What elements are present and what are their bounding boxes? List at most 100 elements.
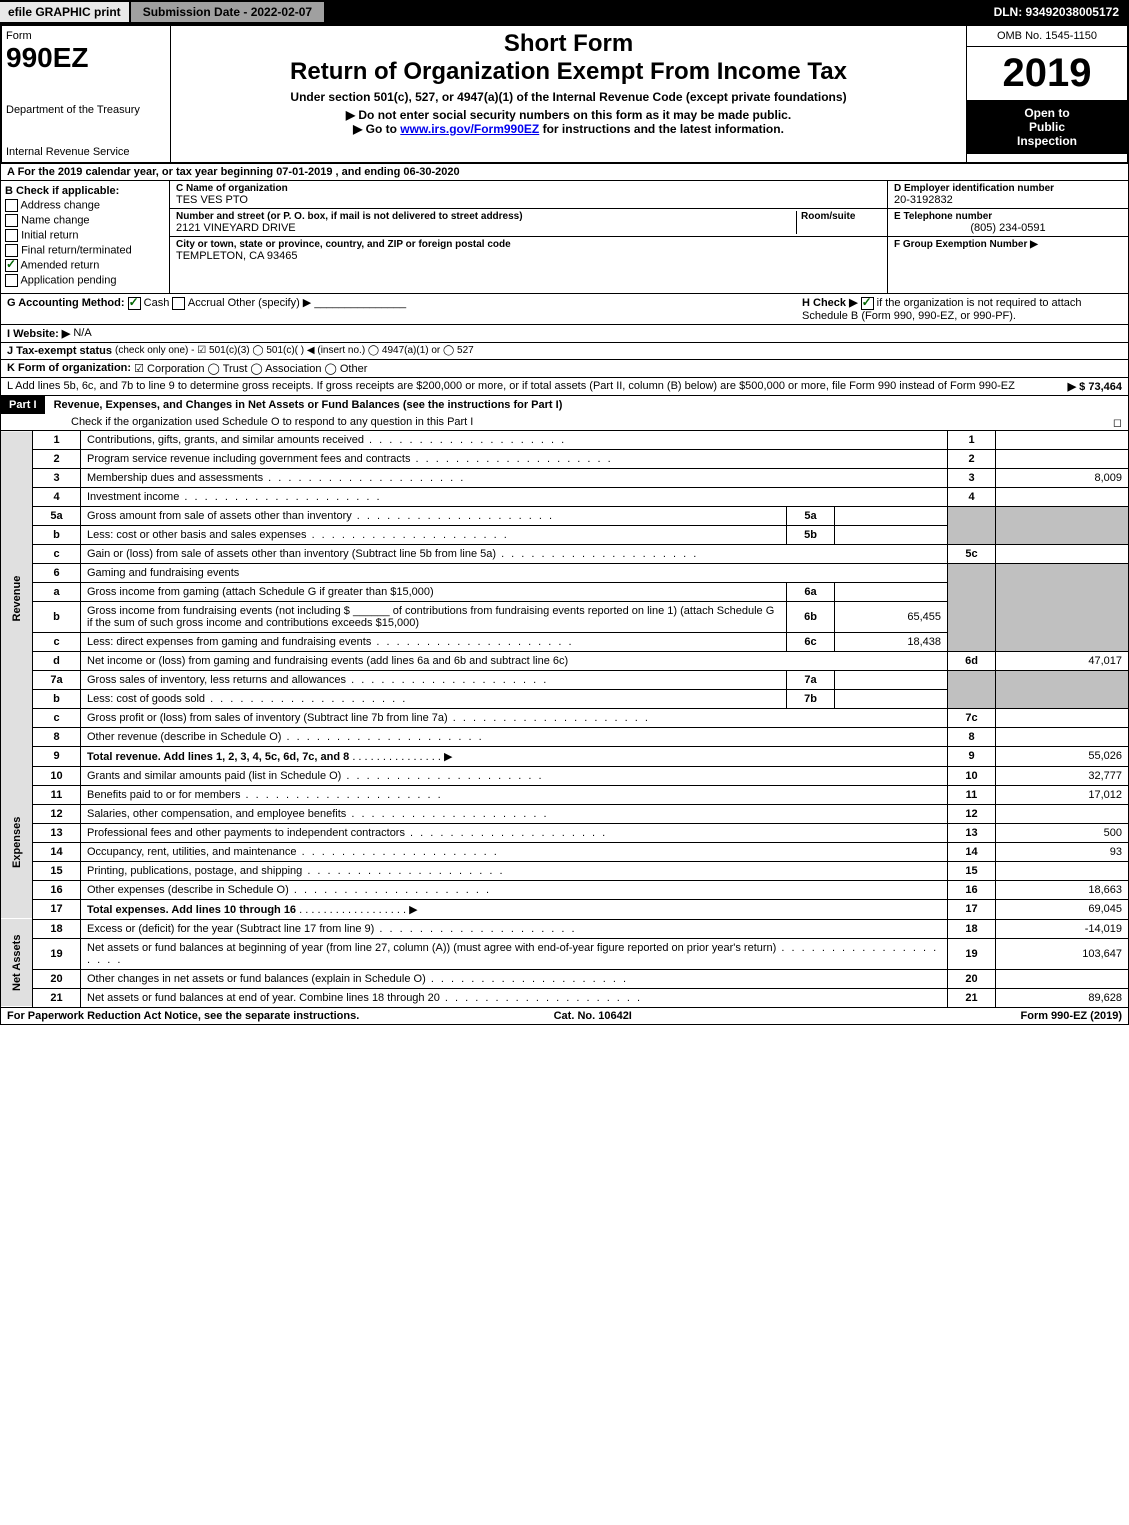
chk-application-pending[interactable]: Application pending [5, 274, 165, 287]
l5ab-shaded-box [948, 506, 996, 544]
l7b-sub: 7b [787, 689, 835, 708]
l9-box: 9 [948, 746, 996, 766]
label-k: K Form of organization: [7, 362, 131, 375]
l10-desc: Grants and similar amounts paid (list in… [87, 770, 544, 782]
chk-initial-return[interactable]: Initial return [5, 229, 165, 242]
l18-desc: Excess or (deficit) for the year (Subtra… [87, 923, 577, 935]
efile-print-label[interactable]: efile GRAPHIC print [0, 2, 129, 22]
l7c-box: 7c [948, 708, 996, 727]
l11-amt: 17,012 [996, 785, 1129, 804]
part1-check-box[interactable]: ◻ [1113, 416, 1122, 429]
l19-desc: Net assets or fund balances at beginning… [87, 942, 938, 966]
l20-desc: Other changes in net assets or fund bala… [87, 973, 628, 985]
instruction-link: ▶ Go to www.irs.gov/Form990EZ for instru… [175, 122, 962, 136]
lines-table: Revenue 1 Contributions, gifts, grants, … [0, 431, 1129, 1008]
l15-box: 15 [948, 861, 996, 880]
l6c-sub: 6c [787, 632, 835, 651]
l7ab-shaded-box [948, 670, 996, 708]
l17-desc: Total expenses. Add lines 10 through 16 [87, 904, 296, 916]
l10-amt: 32,777 [996, 766, 1129, 785]
l18-amt: -14,019 [996, 919, 1129, 938]
l10-no: 10 [33, 766, 81, 785]
l6b-no: b [33, 601, 81, 632]
city-state-zip: TEMPLETON, CA 93465 [176, 250, 881, 262]
footer-right: Form 990-EZ (2019) [1021, 1010, 1122, 1022]
l9-no: 9 [33, 746, 81, 766]
l6c-no: c [33, 632, 81, 651]
l12-desc: Salaries, other compensation, and employ… [87, 808, 549, 820]
open2: Public [973, 120, 1121, 134]
l6a-no: a [33, 582, 81, 601]
l14-desc: Occupancy, rent, utilities, and maintena… [87, 846, 499, 858]
header-center: Short Form Return of Organization Exempt… [171, 26, 966, 162]
l6-shaded-box [948, 563, 996, 651]
cell-phone: E Telephone number (805) 234-0591 [888, 209, 1128, 237]
revenue-vlabel: Revenue [1, 431, 33, 767]
l2-no: 2 [33, 449, 81, 468]
label-d: D Employer identification number [894, 183, 1122, 194]
l6d-no: d [33, 651, 81, 670]
chk-amended-return[interactable]: Amended return [5, 259, 165, 272]
l5c-box: 5c [948, 544, 996, 563]
l5c-amt [996, 544, 1129, 563]
main-title: Return of Organization Exempt From Incom… [175, 58, 962, 86]
section-c: C Name of organization TES VES PTO Numbe… [170, 181, 887, 293]
l17-box: 17 [948, 899, 996, 919]
l5a-sub: 5a [787, 506, 835, 525]
irs-link[interactable]: www.irs.gov/Form990EZ [400, 122, 539, 136]
l2-desc: Program service revenue including govern… [87, 453, 613, 465]
chk-accrual[interactable] [172, 297, 185, 310]
l6c-subval: 18,438 [835, 632, 948, 651]
cell-ein: D Employer identification number 20-3192… [888, 181, 1128, 209]
instr2-suffix: for instructions and the latest informat… [539, 122, 784, 136]
chk-cash[interactable] [128, 297, 141, 310]
l7a-subval [835, 670, 948, 689]
l2-box: 2 [948, 449, 996, 468]
org-name: TES VES PTO [176, 194, 881, 206]
cell-address: Number and street (or P. O. box, if mail… [170, 209, 887, 237]
instr2-prefix: ▶ Go to [353, 122, 400, 136]
l12-box: 12 [948, 804, 996, 823]
top-bar: efile GRAPHIC print Submission Date - 20… [0, 0, 1129, 24]
part1-check-text: Check if the organization used Schedule … [71, 416, 473, 428]
l11-desc: Benefits paid to or for members [87, 789, 443, 801]
l6b-desc: Gross income from fundraising events (no… [81, 601, 787, 632]
l16-no: 16 [33, 880, 81, 899]
netassets-vlabel: Net Assets [1, 919, 33, 1007]
label-room: Room/suite [801, 211, 881, 222]
l20-box: 20 [948, 969, 996, 988]
l4-desc: Investment income [87, 491, 382, 503]
section-b-title: B Check if applicable: [5, 185, 165, 197]
label-e: E Telephone number [894, 211, 1122, 222]
other-specify: Other (specify) ▶ [228, 297, 312, 309]
chk-address-change[interactable]: Address change [5, 199, 165, 212]
label-addr: Number and street (or P. O. box, if mail… [176, 211, 796, 222]
chk-final-return[interactable]: Final return/terminated [5, 244, 165, 257]
open3: Inspection [973, 134, 1121, 148]
l15-no: 15 [33, 861, 81, 880]
part1-title: Revenue, Expenses, and Changes in Net As… [48, 397, 569, 413]
part1-header-row: Part I Revenue, Expenses, and Changes in… [0, 396, 1129, 431]
chk-h[interactable] [861, 297, 874, 310]
l6a-subval [835, 582, 948, 601]
l16-desc: Other expenses (describe in Schedule O) [87, 884, 491, 896]
form-header: Form 990EZ Department of the Treasury In… [0, 24, 1129, 164]
l7a-sub: 7a [787, 670, 835, 689]
l6d-amt: 47,017 [996, 651, 1129, 670]
l5b-no: b [33, 525, 81, 544]
l13-no: 13 [33, 823, 81, 842]
l6-desc: Gaming and fundraising events [81, 563, 948, 582]
chk-name-change[interactable]: Name change [5, 214, 165, 227]
l13-amt: 500 [996, 823, 1129, 842]
k-detail: ☑ Corporation ◯ Trust ◯ Association ◯ Ot… [134, 362, 367, 375]
l6b-sub: 6b [787, 601, 835, 632]
l10-box: 10 [948, 766, 996, 785]
l-text: L Add lines 5b, 6c, and 7b to line 9 to … [7, 380, 1015, 393]
l7c-amt [996, 708, 1129, 727]
instruction-ssn: ▶ Do not enter social security numbers o… [175, 108, 962, 122]
l4-amt [996, 487, 1129, 506]
l3-no: 3 [33, 468, 81, 487]
section-l: L Add lines 5b, 6c, and 7b to line 9 to … [0, 378, 1129, 396]
subtitle: Under section 501(c), 527, or 4947(a)(1)… [175, 90, 962, 104]
l7b-no: b [33, 689, 81, 708]
